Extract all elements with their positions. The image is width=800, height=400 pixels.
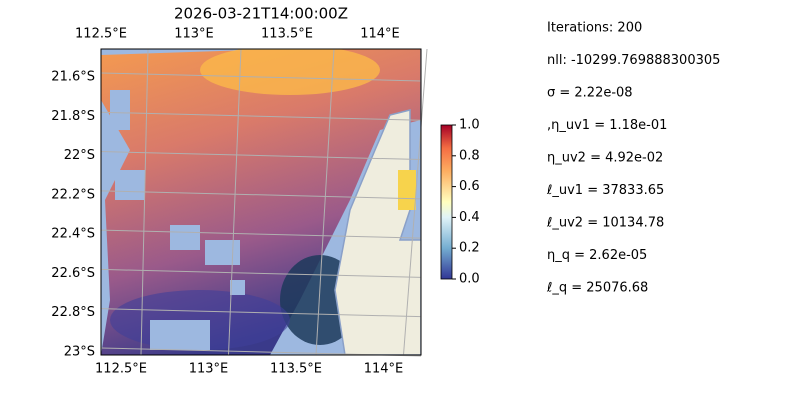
annotation: ,η_uv1 = 1.18e-01 bbox=[547, 118, 667, 133]
lon-tick-label: 112.5°E bbox=[95, 362, 147, 377]
lon-tick-label: 112.5°E bbox=[75, 27, 127, 42]
lat-tick-label: 21.8°S bbox=[51, 109, 95, 124]
lat-tick-label: 22.8°S bbox=[51, 305, 95, 320]
annotation: ℓ_uv2 = 10134.78 bbox=[546, 216, 664, 231]
colorbar-tick-label: 0.0 bbox=[459, 272, 480, 287]
colorbar-tick-label: 0.2 bbox=[459, 241, 480, 256]
grid-line bbox=[100, 268, 422, 278]
annotation: η_q = 2.62e-05 bbox=[547, 248, 647, 263]
grid-line bbox=[100, 229, 422, 239]
colorbar-tick-label: 0.4 bbox=[459, 210, 480, 225]
annotation: Iterations: 200 bbox=[547, 21, 642, 36]
map-frame bbox=[100, 48, 422, 356]
annotation: ℓ_q = 25076.68 bbox=[546, 281, 648, 296]
lon-tick-label: 113.5°E bbox=[261, 27, 313, 42]
annotation: nll: -10299.769888300305 bbox=[547, 53, 720, 68]
colorbar bbox=[440, 124, 453, 280]
lat-tick-label: 22.4°S bbox=[51, 227, 95, 242]
lat-tick-label: 22.6°S bbox=[51, 266, 95, 281]
annotation: η_uv2 = 4.92e-02 bbox=[547, 151, 663, 166]
map-title: 2026-03-21T14:00:00Z bbox=[174, 5, 348, 23]
lon-tick-label: 113.5°E bbox=[270, 362, 322, 377]
annotation: σ = 2.22e-08 bbox=[547, 86, 633, 101]
grid-line bbox=[228, 48, 242, 356]
grid-line bbox=[315, 48, 335, 356]
grid-line bbox=[100, 151, 422, 161]
colorbar-tick-label: 0.8 bbox=[459, 148, 480, 163]
map-field bbox=[101, 49, 421, 355]
grid-line bbox=[140, 48, 149, 356]
graticule bbox=[100, 48, 428, 357]
lat-tick-label: 22°S bbox=[64, 148, 95, 163]
lat-tick-label: 23°S bbox=[64, 344, 95, 359]
colorbar-tick-label: 0.6 bbox=[459, 179, 480, 194]
grid-line bbox=[100, 308, 422, 318]
lon-tick-label: 114°E bbox=[360, 27, 400, 42]
grid-line bbox=[100, 111, 422, 121]
annotation: ℓ_uv1 = 37833.65 bbox=[546, 183, 664, 198]
lon-tick-label: 114°E bbox=[364, 362, 404, 377]
grid-line bbox=[100, 72, 422, 82]
colorbar-tick-label: 1.0 bbox=[459, 118, 480, 133]
lat-tick-label: 22.2°S bbox=[51, 187, 95, 202]
lon-tick-label: 113°E bbox=[189, 362, 229, 377]
lat-tick-label: 21.6°S bbox=[51, 70, 95, 85]
grid-line bbox=[403, 48, 428, 356]
lon-tick-label: 113°E bbox=[174, 27, 214, 42]
grid-line bbox=[100, 190, 422, 200]
